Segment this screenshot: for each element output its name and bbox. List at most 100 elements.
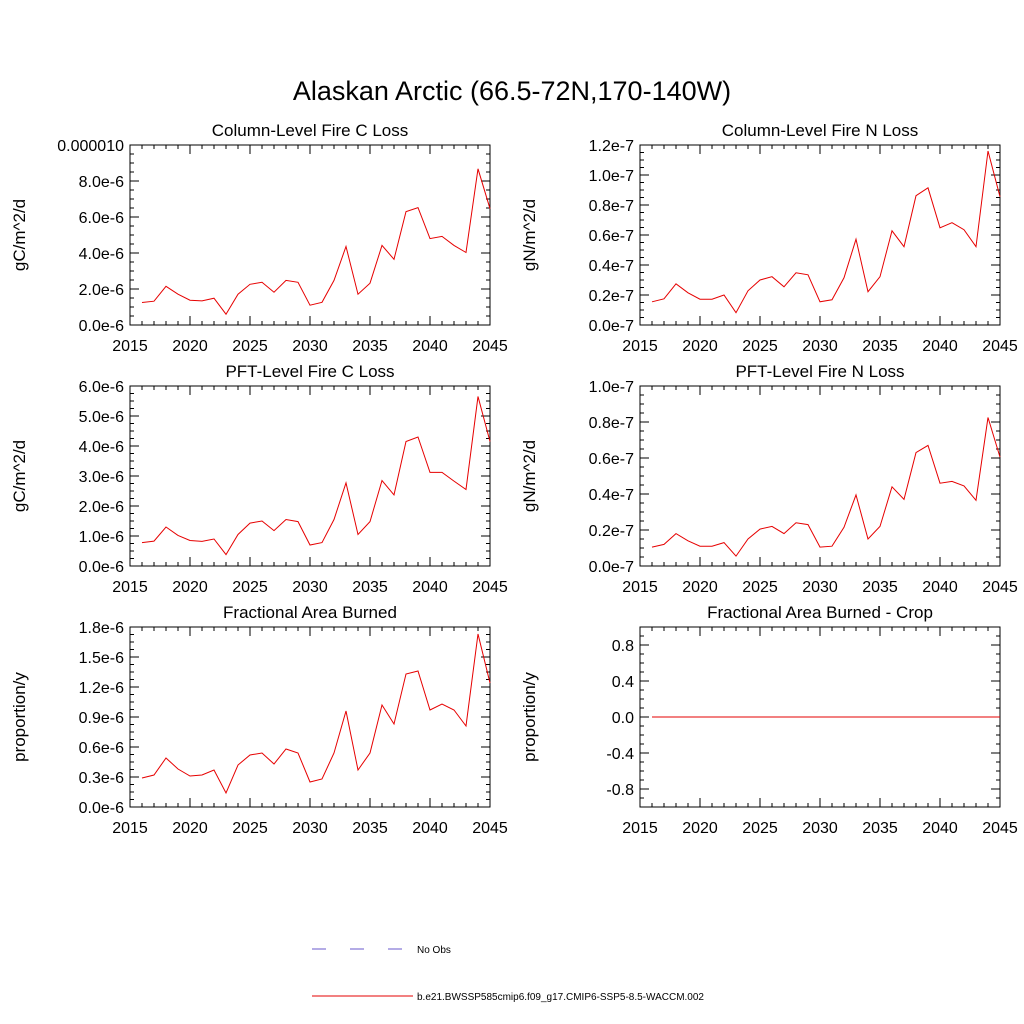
y-tick-label: 0.4e-7	[589, 258, 634, 275]
x-tick-label: 2025	[742, 579, 778, 596]
x-tick-label: 2025	[232, 338, 268, 355]
x-tick-label: 2015	[112, 338, 148, 355]
x-tick-label: 2035	[352, 579, 388, 596]
x-tick-label: 2030	[802, 820, 838, 837]
panel-title: Column-Level Fire N Loss	[722, 121, 919, 140]
y-tick-label: 0.8e-7	[589, 198, 634, 215]
y-tick-label: 4.0e-6	[79, 246, 124, 263]
panel-col-c: Column-Level Fire C Loss gC/m^2/d 2015 2020…	[10, 121, 508, 355]
x-tick-label: 2040	[922, 579, 958, 596]
panels: Column-Level Fire C Loss gC/m^2/d 2015 2020…	[10, 121, 1018, 837]
series-line	[651, 417, 1001, 557]
y-tick-label: 5.0e-6	[79, 409, 124, 426]
series-line	[651, 150, 1001, 314]
x-tick-label: 2045	[472, 579, 508, 596]
panel-title: PFT-Level Fire N Loss	[735, 362, 904, 381]
y-tick-label: -0.8	[606, 782, 634, 799]
x-tick-label: 2040	[412, 820, 448, 837]
panel-title: Column-Level Fire C Loss	[212, 121, 409, 140]
panel-frame	[129, 144, 491, 326]
x-tick-label: 2045	[982, 579, 1018, 596]
x-tick-label: 2035	[352, 338, 388, 355]
y-tick-label: 0.0e-6	[79, 800, 124, 817]
x-tick-label: 2020	[682, 579, 718, 596]
x-tick-label: 2015	[622, 338, 658, 355]
series-line	[141, 168, 491, 316]
y-axis-label: proportion/y	[10, 672, 29, 762]
series-line	[141, 633, 491, 795]
y-tick-label: 0.9e-6	[79, 710, 124, 727]
panel-frame	[129, 626, 491, 808]
y-tick-label: 0.0e-7	[589, 318, 634, 335]
y-tick-label: 4.0e-6	[79, 439, 124, 456]
x-tick-label: 2035	[862, 820, 898, 837]
y-tick-label: 0.3e-6	[79, 770, 124, 787]
y-axis-label: proportion/y	[520, 672, 539, 762]
y-tick-label: 0.2e-7	[589, 288, 634, 305]
y-tick-label: 1.0e-7	[589, 168, 634, 185]
legend-obs-label: No Obs	[417, 945, 451, 956]
y-tick-label: 0.8	[612, 638, 634, 655]
x-tick-label: 2040	[412, 579, 448, 596]
x-tick-label: 2030	[802, 579, 838, 596]
x-tick-label: 2015	[112, 579, 148, 596]
y-tick-label: 1.5e-6	[79, 650, 124, 667]
y-tick-label: 1.0e-6	[79, 529, 124, 546]
x-tick-label: 2015	[622, 820, 658, 837]
x-tick-label: 2020	[682, 820, 718, 837]
x-tick-label: 2025	[232, 579, 268, 596]
x-tick-label: 2045	[472, 338, 508, 355]
y-tick-label: 6.0e-6	[79, 379, 124, 396]
panel-pft-n: PFT-Level Fire N Loss gN/m^2/d 2015 2020 202…	[520, 362, 1018, 596]
y-tick-label: 1.0e-7	[589, 379, 634, 396]
x-tick-label: 2045	[982, 338, 1018, 355]
y-axis-label: gN/m^2/d	[520, 199, 539, 271]
y-tick-label: 3.0e-6	[79, 469, 124, 486]
y-tick-label: 0.0e-6	[79, 559, 124, 576]
x-tick-label: 2025	[232, 820, 268, 837]
panel-frame	[129, 385, 491, 567]
x-tick-label: 2030	[292, 338, 328, 355]
x-tick-label: 2015	[112, 820, 148, 837]
panel-frac-area-crop: Fractional Area Burned - Crop proportion/…	[520, 603, 1018, 837]
panel-frame	[639, 144, 1001, 326]
x-tick-label: 2020	[172, 820, 208, 837]
y-tick-label: 6.0e-6	[79, 210, 124, 227]
x-tick-label: 2015	[622, 579, 658, 596]
x-tick-label: 2040	[922, 338, 958, 355]
y-tick-label: 0.4	[612, 674, 634, 691]
panel-title: Fractional Area Burned	[223, 603, 397, 622]
y-tick-label: 0.6e-7	[589, 451, 634, 468]
y-tick-label: 0.4e-7	[589, 487, 634, 504]
y-tick-label: 0.2e-7	[589, 523, 634, 540]
panel-frame	[639, 385, 1001, 567]
x-tick-label: 2045	[472, 820, 508, 837]
y-tick-label: 0.6e-6	[79, 740, 124, 757]
x-tick-label: 2030	[802, 338, 838, 355]
x-tick-label: 2045	[982, 820, 1018, 837]
x-tick-label: 2035	[862, 338, 898, 355]
legend: No Obs b.e21.BWSSP585cmip6.f09_g17.CMIP6…	[312, 945, 704, 1003]
panel-title: PFT-Level Fire C Loss	[225, 362, 394, 381]
y-tick-label: 0.0e-7	[589, 559, 634, 576]
x-tick-label: 2035	[352, 820, 388, 837]
x-tick-label: 2020	[172, 338, 208, 355]
y-tick-label: 0.0	[612, 710, 634, 727]
y-tick-label: 0.0e-6	[79, 318, 124, 335]
y-tick-label: 2.0e-6	[79, 499, 124, 516]
y-tick-label: 0.000010	[57, 138, 124, 155]
panel-frac-area: Fractional Area Burned proportion/y 2015 20…	[10, 603, 508, 837]
x-tick-label: 2020	[682, 338, 718, 355]
x-tick-label: 2030	[292, 579, 328, 596]
y-tick-label: 2.0e-6	[79, 282, 124, 299]
y-tick-label: 0.8e-7	[589, 415, 634, 432]
legend-model-label: b.e21.BWSSP585cmip6.f09_g17.CMIP6-SSP5-8…	[417, 992, 704, 1003]
y-tick-label: 1.2e-6	[79, 680, 124, 697]
y-tick-label: 1.2e-7	[589, 138, 634, 155]
y-tick-label: -0.4	[606, 746, 634, 763]
x-tick-label: 2040	[922, 820, 958, 837]
panel-pft-c: PFT-Level Fire C Loss gC/m^2/d 2015 2020 202…	[10, 362, 508, 596]
x-tick-label: 2025	[742, 820, 778, 837]
y-tick-label: 8.0e-6	[79, 174, 124, 191]
